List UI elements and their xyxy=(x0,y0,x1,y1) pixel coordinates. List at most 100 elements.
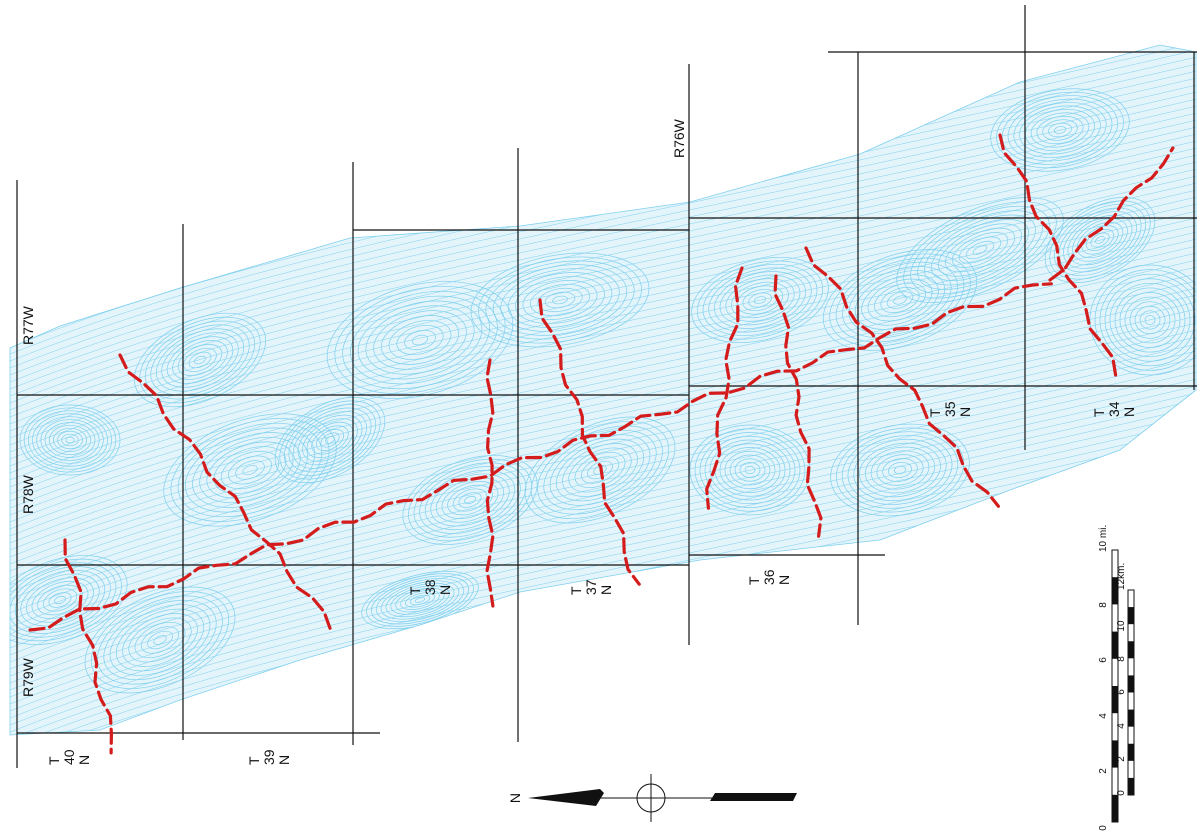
scale-km-tick-8: 8 xyxy=(1116,656,1127,662)
contour-ring xyxy=(1104,278,1196,362)
contour-ring xyxy=(153,635,167,645)
contour-ring xyxy=(404,329,436,351)
contour-ring xyxy=(184,427,316,513)
contour-ring xyxy=(134,621,186,659)
contour-ring xyxy=(880,287,920,313)
svg-text:36: 36 xyxy=(761,569,777,585)
contour-ring xyxy=(228,455,272,485)
contour-line xyxy=(10,265,1196,562)
scale-km-unit: 12km. xyxy=(1116,563,1127,590)
scale-km-tick-6: 6 xyxy=(1116,689,1127,695)
contour-ring xyxy=(1139,310,1161,330)
contour-ring xyxy=(413,462,527,538)
contour-ring xyxy=(19,404,121,476)
contour-ring xyxy=(14,569,106,631)
svg-text:N: N xyxy=(76,755,92,765)
north-arrow: N xyxy=(507,774,797,822)
svg-text:T: T xyxy=(1091,408,1107,417)
contour-ring xyxy=(447,484,493,516)
contour-ring xyxy=(951,232,1009,268)
scale-mile-tick-0: 0 xyxy=(1098,825,1109,831)
scale-segment xyxy=(1112,577,1118,605)
contour-ring xyxy=(931,218,1029,282)
svg-text:35: 35 xyxy=(942,401,958,417)
contour-ring xyxy=(400,590,440,610)
contour-ring xyxy=(411,334,429,346)
contour-ring xyxy=(464,495,476,505)
scale-mile-tick-8: 8 xyxy=(1098,602,1109,608)
contour-ring xyxy=(213,446,287,494)
contour-line xyxy=(10,188,1196,485)
contour-ring xyxy=(194,355,206,365)
scale-segment xyxy=(1128,743,1134,761)
contour-ring xyxy=(507,272,613,328)
contour-ring xyxy=(853,439,947,501)
contour-ring xyxy=(847,435,953,505)
contour-ring xyxy=(52,427,88,453)
contour-ring xyxy=(724,450,776,490)
contour-ring xyxy=(405,592,435,608)
contour-line xyxy=(10,300,1196,597)
township-label-t38n: T 38 N xyxy=(407,579,453,595)
lineament xyxy=(804,246,1000,508)
contour-ring xyxy=(395,587,445,613)
contour-line xyxy=(10,307,1196,604)
scale-segment xyxy=(1112,740,1118,768)
contour-ring xyxy=(1063,211,1137,269)
svg-text:T: T xyxy=(568,586,584,595)
contour-ring xyxy=(414,597,426,603)
contour-line xyxy=(10,90,1196,387)
contour-line xyxy=(10,104,1196,401)
contour-ring xyxy=(694,428,806,512)
scale-segment xyxy=(1128,641,1134,659)
contour-ring xyxy=(515,276,605,324)
svg-text:T: T xyxy=(407,586,423,595)
contour-ring xyxy=(1067,214,1133,266)
contour-ring xyxy=(1081,225,1119,255)
svg-text:38: 38 xyxy=(422,579,438,595)
contour-ring xyxy=(172,340,228,380)
contour-ring xyxy=(57,430,83,450)
contour-line xyxy=(10,391,1196,688)
range-label-r76w: R76W xyxy=(671,118,687,158)
contour-ring xyxy=(734,458,766,482)
contour-line xyxy=(10,139,1196,436)
contour-line xyxy=(10,440,1196,735)
contour-ring xyxy=(147,630,173,650)
contour-ring xyxy=(1094,269,1196,371)
contour-ring xyxy=(744,465,756,475)
contour-ring xyxy=(42,588,78,612)
contour-ring xyxy=(61,433,79,447)
contour-ring xyxy=(357,300,483,380)
contour-ring xyxy=(1030,112,1090,148)
scale-segment xyxy=(1128,675,1134,693)
contour-ring xyxy=(26,577,94,623)
contour-ring xyxy=(408,458,532,542)
north-arrow-left-blade-icon xyxy=(528,789,604,806)
svg-text:N: N xyxy=(276,755,292,765)
contour-ring xyxy=(380,580,460,620)
contour-line xyxy=(10,328,1196,625)
contour-ring xyxy=(864,446,936,494)
contour-line xyxy=(10,244,1196,541)
scale-bar: 10 mi. 12km. 0 2 4 6 8 0 2 4 6 8 10 xyxy=(1098,525,1135,831)
contour-ring xyxy=(1090,232,1110,248)
contour-field xyxy=(9,44,1197,736)
svg-text:39: 39 xyxy=(261,749,277,765)
contour-ring xyxy=(366,573,474,627)
township-label-t34n: T 34 N xyxy=(1091,401,1137,417)
contour-line xyxy=(10,384,1196,681)
scale-segment xyxy=(1128,709,1134,727)
scale-mile-tick-4: 4 xyxy=(1098,713,1109,719)
contour-ring xyxy=(990,88,1130,172)
range-label-r79w: R79W xyxy=(20,657,36,697)
svg-text:40: 40 xyxy=(61,749,77,765)
contour-ring xyxy=(293,411,367,469)
contour-ring xyxy=(500,268,620,332)
contour-ring xyxy=(924,214,1036,286)
contour-ring xyxy=(385,582,455,618)
contour-line xyxy=(10,174,1196,471)
contour-line xyxy=(10,160,1196,457)
contour-ring xyxy=(1044,197,1156,283)
svg-text:34: 34 xyxy=(1106,401,1122,417)
